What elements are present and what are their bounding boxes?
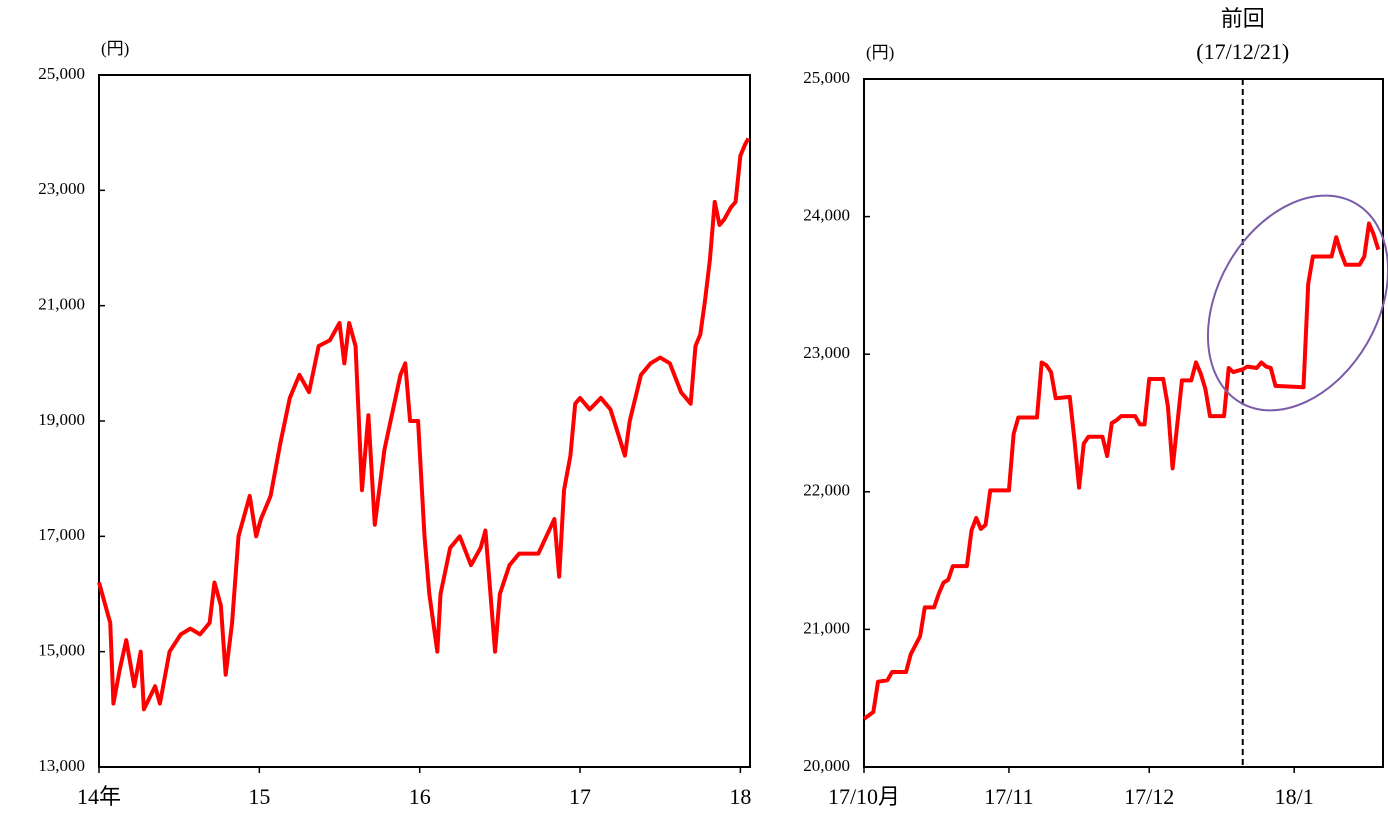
y-tick-label: 25,000 — [803, 68, 850, 87]
plot-frame — [863, 78, 1384, 768]
annotation-label: 前回 — [1221, 6, 1265, 31]
y-tick-label: 19,000 — [38, 410, 85, 429]
y-tick-label: 25,000 — [38, 64, 85, 83]
y-tick-label: 24,000 — [803, 206, 850, 225]
annotation-sublabel: (17/12/21) — [1196, 39, 1289, 64]
x-tick-label xt: 17 — [569, 784, 591, 809]
x-tick-label xt: 18 — [729, 784, 751, 809]
y-tick-label: 21,000 — [38, 295, 85, 314]
y-tick-label: 20,000 — [803, 756, 850, 775]
x-tick-label xt: 17/10月 — [828, 784, 900, 809]
x-tick-label xt: 16 — [409, 784, 431, 809]
y-tick-label: 23,000 — [803, 343, 850, 362]
x-tick-label xt: 17/12 — [1124, 784, 1174, 809]
unit-label: (円) — [101, 39, 129, 58]
y-tick-label: 22,000 — [803, 481, 850, 500]
unit-label: (円) — [866, 43, 894, 62]
x-tick-label xt: 14年 — [77, 784, 121, 809]
x-tick-label xt: 17/11 — [984, 784, 1033, 809]
x-tick-label xt: 15 — [248, 784, 270, 809]
plot-frame — [98, 74, 751, 768]
line-series — [862, 221, 1381, 721]
y-tick-label: 21,000 — [803, 618, 850, 637]
y-tick-label: 23,000 — [38, 179, 85, 198]
y-tick-label: 15,000 — [38, 641, 85, 660]
y-tick-label: 13,000 — [38, 756, 85, 775]
highlight-ellipse — [1206, 194, 1388, 412]
line-series — [97, 137, 751, 712]
y-tick-label: 17,000 — [38, 525, 85, 544]
x-tick-label xt: 18/1 — [1275, 784, 1314, 809]
